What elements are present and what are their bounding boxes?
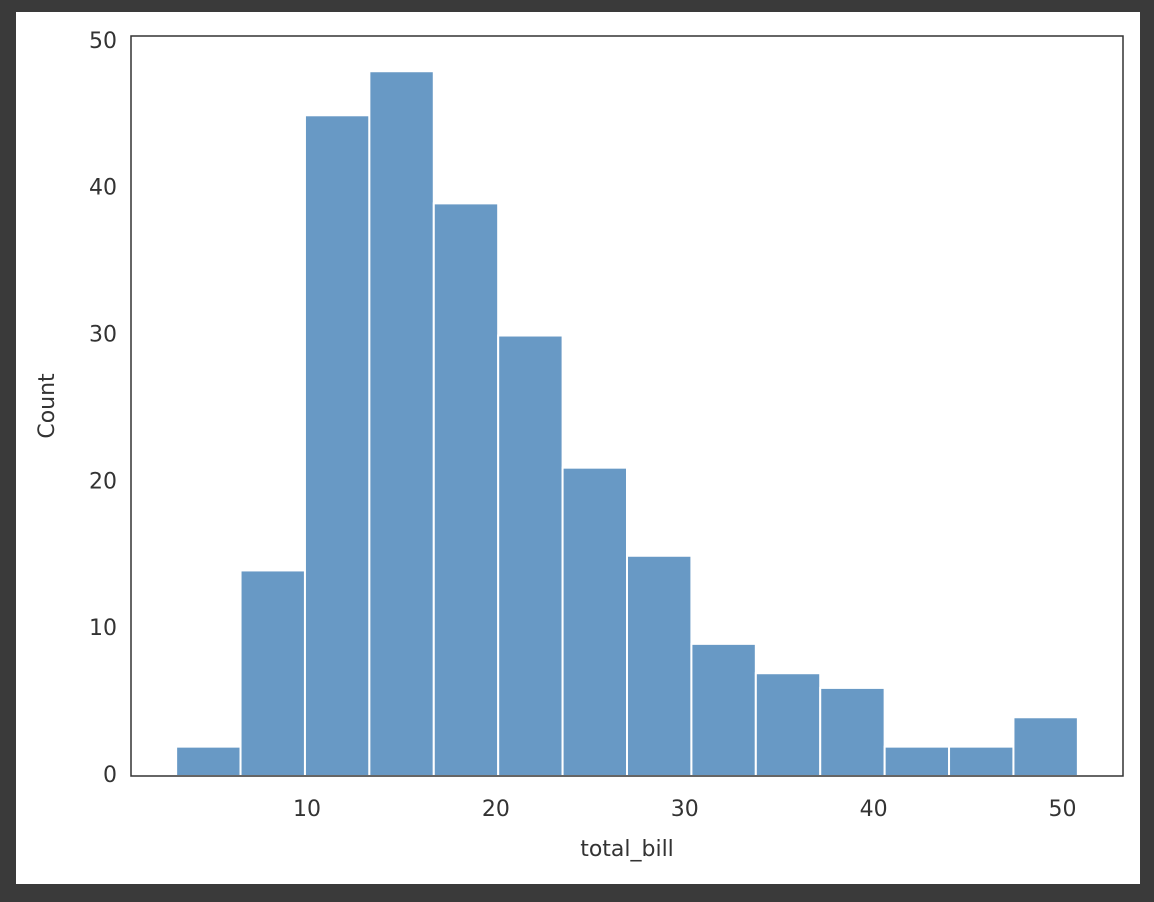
bar: [1012, 716, 1079, 777]
bar: [626, 554, 693, 777]
y-tick-label: 30: [89, 323, 117, 348]
x-axis-label: total_bill: [580, 837, 674, 862]
y-tick-label: 0: [103, 763, 117, 788]
bar: [819, 686, 886, 778]
bar: [303, 114, 371, 778]
bar: [561, 466, 629, 777]
bar: [239, 569, 306, 778]
plot-frame: [130, 35, 1124, 777]
x-tick-label: 30: [671, 797, 699, 822]
y-tick-label: 40: [89, 176, 117, 201]
x-tick-label: 50: [1049, 797, 1077, 822]
bar: [754, 672, 822, 778]
x-tick-label: 20: [482, 797, 510, 822]
bar: [432, 202, 500, 777]
y-tick-label: 50: [89, 29, 117, 54]
bar: [368, 70, 435, 777]
y-axis-label: Count: [35, 373, 60, 439]
bar: [497, 334, 564, 777]
bar: [883, 745, 951, 778]
y-tick-label: 10: [89, 616, 117, 641]
bar: [948, 745, 1015, 778]
y-tick-label: 20: [89, 469, 117, 494]
bar: [175, 745, 242, 778]
bar: [690, 642, 757, 777]
x-tick-label: 10: [293, 797, 321, 822]
x-tick-label: 40: [860, 797, 888, 822]
